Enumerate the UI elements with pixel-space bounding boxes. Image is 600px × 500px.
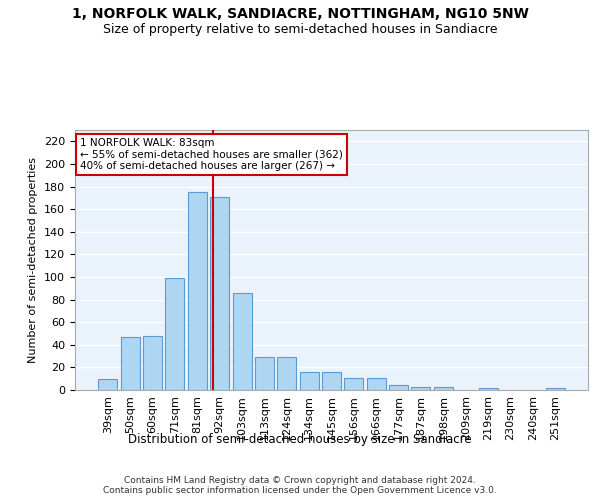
Bar bbox=[143, 336, 162, 390]
Bar bbox=[210, 196, 229, 390]
Y-axis label: Number of semi-detached properties: Number of semi-detached properties bbox=[28, 157, 38, 363]
Bar bbox=[367, 378, 386, 390]
Bar bbox=[121, 337, 140, 390]
Bar bbox=[434, 386, 453, 390]
Bar bbox=[277, 357, 296, 390]
Bar bbox=[322, 372, 341, 390]
Text: Contains HM Land Registry data © Crown copyright and database right 2024.
Contai: Contains HM Land Registry data © Crown c… bbox=[103, 476, 497, 495]
Bar bbox=[166, 278, 184, 390]
Bar bbox=[233, 293, 251, 390]
Bar bbox=[389, 386, 408, 390]
Bar bbox=[255, 357, 274, 390]
Bar bbox=[188, 192, 207, 390]
Text: Distribution of semi-detached houses by size in Sandiacre: Distribution of semi-detached houses by … bbox=[128, 432, 472, 446]
Bar bbox=[545, 388, 565, 390]
Bar bbox=[479, 388, 497, 390]
Bar bbox=[299, 372, 319, 390]
Text: 1 NORFOLK WALK: 83sqm
← 55% of semi-detached houses are smaller (362)
40% of sem: 1 NORFOLK WALK: 83sqm ← 55% of semi-deta… bbox=[80, 138, 343, 171]
Text: 1, NORFOLK WALK, SANDIACRE, NOTTINGHAM, NG10 5NW: 1, NORFOLK WALK, SANDIACRE, NOTTINGHAM, … bbox=[71, 8, 529, 22]
Bar bbox=[412, 386, 430, 390]
Bar bbox=[344, 378, 364, 390]
Text: Size of property relative to semi-detached houses in Sandiacre: Size of property relative to semi-detach… bbox=[103, 22, 497, 36]
Bar bbox=[98, 378, 118, 390]
